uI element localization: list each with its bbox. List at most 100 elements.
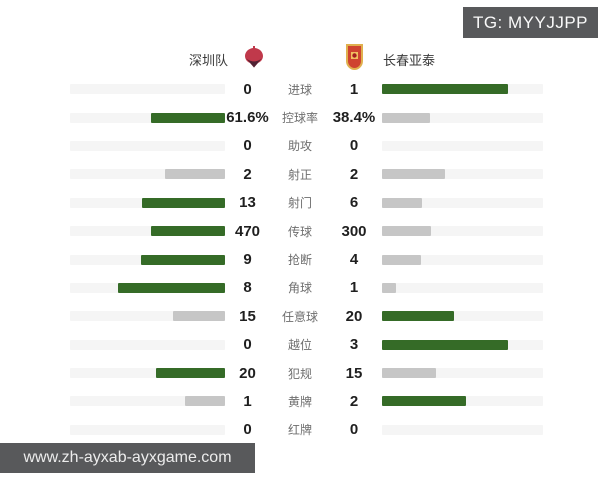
home-value: 1 [243,392,252,410]
stat-label: 射正 [287,167,312,182]
away-bar [382,368,436,379]
home-bar [164,169,225,180]
away-bar [382,311,454,322]
away-bar-track [382,84,543,95]
away-team-logo-icon [345,44,364,75]
home-value: 0 [243,336,252,354]
home-bar-track [70,226,225,237]
stat-row: 15 任意球 20 [0,302,600,330]
stat-row: 470 传球 300 [0,217,600,245]
home-value: 2 [243,165,252,183]
home-bar-track [70,84,225,95]
stat-row: 2 射正 2 [0,160,600,188]
website-watermark-text: www.zh-ayxab-ayxgame.com [23,449,232,466]
away-bar-track [382,368,543,379]
away-bar-track [382,339,543,350]
away-bar-track [382,197,543,208]
away-value: 4 [349,251,359,269]
stat-row: 8 角球 1 [0,274,600,302]
home-bar [150,112,225,123]
away-bar [382,84,508,95]
home-team-name: 深圳队 [188,53,228,68]
home-bar-track [70,112,225,123]
away-value: 1 [349,80,359,98]
stats-list: 0 进球 1 61.6% 控球率 38.4% 0 助攻 0 2 射正 [0,75,600,444]
stat-label: 角球 [287,281,312,296]
home-value: 0 [243,421,252,439]
home-bar-track [70,282,225,293]
home-bar [151,226,225,237]
away-bar-track [382,140,543,151]
away-value: 38.4% [332,109,376,127]
away-team-name: 长春亚泰 [383,53,436,68]
home-team-logo-icon [244,46,264,74]
home-value: 8 [243,279,252,297]
stat-label: 犯规 [287,366,312,381]
stat-label: 越位 [287,338,312,353]
home-bar [141,254,225,265]
telegram-watermark-text: TG: MYYJJPP [472,12,589,32]
match-header: 深圳队 长春亚泰 [0,44,600,72]
away-bar [382,339,508,350]
stat-row: 13 射门 6 [0,189,600,217]
home-bar-track [70,169,225,180]
home-value: 470 [234,222,261,240]
stat-row: 9 抢断 4 [0,245,600,273]
home-value: 0 [243,80,252,98]
home-bar [155,368,225,379]
stat-label: 射门 [287,196,312,211]
stat-label: 助攻 [287,139,312,154]
stat-row: 61.6% 控球率 38.4% [0,103,600,131]
stat-label: 红牌 [287,423,312,438]
telegram-watermark: TG: MYYJJPP [463,7,598,38]
home-bar-track [70,396,225,407]
stat-row: 0 红牌 0 [0,416,600,444]
website-watermark: www.zh-ayxab-ayxgame.com [0,443,255,473]
away-value: 2 [349,392,359,410]
home-bar-track [70,254,225,265]
away-value: 6 [349,194,359,212]
away-bar-track [382,254,543,265]
away-value: 0 [349,137,359,155]
away-value: 3 [349,336,359,354]
away-bar [382,282,396,293]
home-bar [117,282,225,293]
home-bar-track [70,424,225,435]
stat-row: 0 越位 3 [0,331,600,359]
away-bar [382,226,431,237]
home-value: 9 [243,251,252,269]
away-bar-track [382,396,543,407]
away-bar [382,112,431,123]
away-bar [382,169,445,180]
away-value: 15 [345,364,363,382]
stat-label: 传球 [287,224,312,239]
home-bar-track [70,311,225,322]
away-bar [382,254,421,265]
away-value: 1 [349,279,359,297]
stat-row: 20 犯规 15 [0,359,600,387]
away-bar-track [382,282,543,293]
stat-label: 控球率 [281,111,318,126]
home-value: 20 [239,364,256,382]
away-value: 2 [349,165,359,183]
home-value: 15 [239,307,256,325]
home-value: 61.6% [226,109,269,127]
stat-label: 抢断 [287,253,312,268]
stat-row: 0 进球 1 [0,75,600,103]
away-bar-track [382,112,543,123]
home-bar [184,396,225,407]
stat-label: 黄牌 [287,394,312,409]
away-value: 20 [345,307,363,325]
away-bar-track [382,169,543,180]
away-bar [382,197,422,208]
home-value: 13 [239,194,256,212]
home-bar-track [70,368,225,379]
stat-row: 0 助攻 0 [0,132,600,160]
away-bar-track [382,424,543,435]
stat-label: 进球 [287,82,312,97]
home-bar [142,197,225,208]
away-value: 0 [349,421,359,439]
home-bar [173,311,225,322]
away-bar-track [382,311,543,322]
stat-label: 任意球 [281,309,318,324]
